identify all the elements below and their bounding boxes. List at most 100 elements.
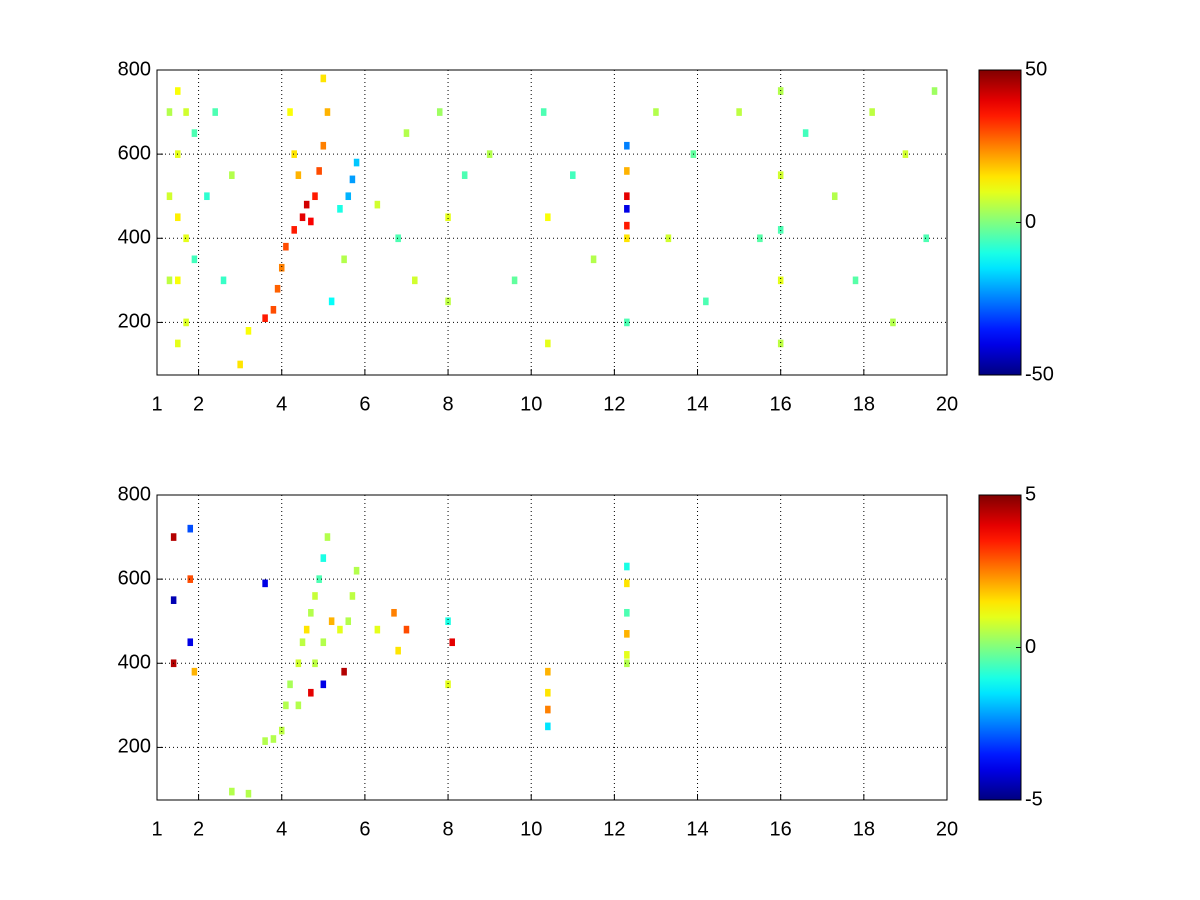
plot-frame — [156, 494, 948, 801]
x-tick-label: 4 — [276, 818, 287, 840]
heat-cell — [328, 297, 335, 306]
heat-cell — [187, 638, 194, 647]
heat-cell — [931, 87, 938, 95]
y-tick-label: 400 — [118, 227, 151, 249]
heat-cell — [312, 592, 318, 600]
heat-cell — [320, 680, 327, 689]
heat-cell — [295, 659, 302, 668]
heat-cell — [445, 297, 451, 306]
heat-cell — [665, 234, 672, 243]
heat-cell — [395, 234, 401, 243]
heat-cell — [445, 213, 451, 222]
x-tick-label: 18 — [853, 818, 875, 840]
heat-cell — [291, 226, 297, 234]
heat-cell — [403, 129, 410, 137]
heat-cell — [461, 171, 468, 179]
heat-cell — [923, 234, 929, 243]
heat-cell — [229, 787, 235, 796]
heat-cell — [291, 150, 297, 158]
heat-cell — [183, 234, 189, 243]
heat-cell — [170, 596, 177, 604]
heat-cell — [624, 651, 630, 659]
x-tick-label: 2 — [193, 818, 204, 840]
heat-cell — [777, 171, 784, 179]
x-tick-label: 16 — [770, 393, 792, 415]
heat-cell — [545, 722, 551, 731]
heat-cell — [436, 108, 443, 116]
heat-cell — [295, 701, 302, 710]
x-tick-label: 14 — [686, 393, 708, 415]
heat-cell — [852, 276, 859, 285]
x-tick-label: 2 — [193, 393, 204, 415]
heat-cell — [624, 562, 630, 571]
heat-cell — [278, 263, 285, 272]
heat-cell — [777, 339, 784, 348]
heat-cell — [166, 108, 173, 116]
heat-cell — [270, 735, 277, 743]
heat-cell — [212, 108, 218, 116]
heat-cell — [274, 284, 281, 293]
heat-cell — [391, 608, 397, 617]
heat-cell — [624, 221, 630, 230]
heat-cell — [308, 608, 314, 617]
x-tick-label: 20 — [936, 393, 958, 415]
heat-cell — [511, 276, 518, 285]
heat-cell — [316, 167, 322, 175]
heat-cell — [320, 554, 327, 562]
x-tick-label: 8 — [442, 393, 453, 415]
x-tick-label: 12 — [603, 393, 625, 415]
plot-frame — [156, 69, 948, 376]
heat-cell — [287, 108, 293, 116]
heat-cell — [166, 276, 173, 285]
heat-cell — [283, 242, 289, 251]
heat-cell — [262, 314, 268, 323]
heat-cell — [204, 192, 210, 201]
heat-cell — [624, 205, 630, 213]
heat-cell — [312, 192, 318, 201]
y-tick-label: 200 — [118, 736, 151, 758]
heat-cell — [308, 688, 314, 697]
heat-cell — [869, 108, 875, 116]
heat-cell — [320, 141, 327, 150]
heat-cell — [545, 705, 551, 714]
heat-cell — [349, 592, 356, 600]
heat-cell — [166, 192, 173, 201]
heat-cell — [624, 234, 630, 243]
colorbar-tick-label: -5 — [1025, 788, 1043, 810]
colorbar-tick-label: 50 — [1025, 58, 1047, 80]
heat-cell — [341, 667, 347, 676]
heat-cell — [345, 192, 352, 201]
heat-cell — [890, 318, 896, 327]
heat-cell — [245, 789, 252, 798]
heat-cell — [449, 638, 455, 647]
heat-cell — [320, 638, 327, 647]
heat-cell — [328, 617, 335, 626]
heat-cell — [187, 575, 194, 583]
colorbar-tick-label: 0 — [1025, 636, 1036, 658]
heat-cell — [324, 108, 331, 116]
heat-cell — [245, 327, 252, 335]
heat-cell — [624, 192, 630, 201]
heat-cell — [545, 667, 551, 676]
heat-cell — [299, 638, 306, 647]
x-tick-label: 10 — [520, 393, 542, 415]
x-tick-label: 10 — [520, 818, 542, 840]
x-tick-label: 8 — [442, 818, 453, 840]
y-tick-label: 600 — [118, 142, 151, 164]
heat-cell — [287, 680, 293, 689]
x-tick-label: 6 — [359, 393, 370, 415]
heat-cell — [624, 318, 630, 327]
heat-cell — [237, 360, 243, 369]
colorbar — [978, 69, 1022, 376]
heat-cell — [262, 579, 268, 588]
heat-cell — [337, 205, 343, 213]
heat-cell — [191, 255, 198, 264]
heat-cell — [278, 726, 285, 735]
heat-cell — [736, 108, 742, 116]
heat-cell — [299, 213, 306, 222]
heat-cell — [191, 129, 198, 137]
heat-cell — [320, 74, 327, 83]
heat-cell — [345, 617, 352, 626]
y-tick-label: 800 — [118, 483, 151, 505]
